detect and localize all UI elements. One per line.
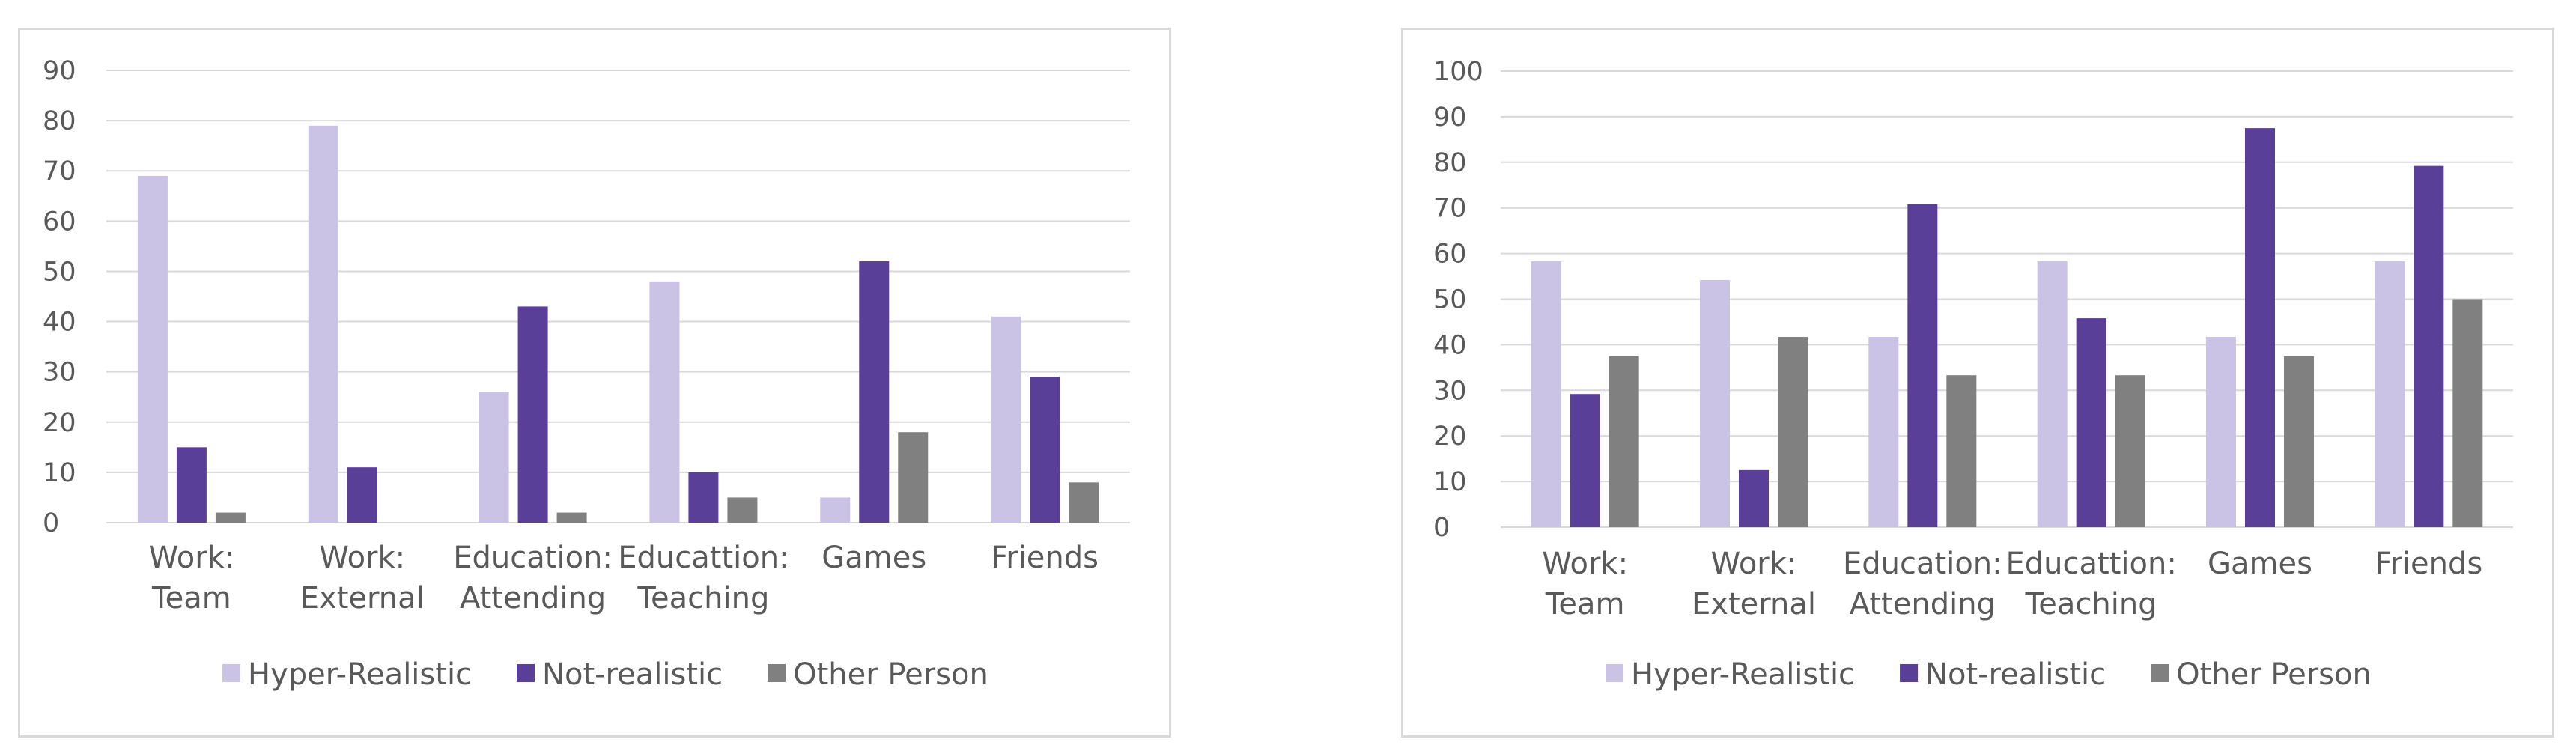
y-tick-label: 30 <box>1433 376 1467 406</box>
bar-not-realistic-4 <box>2245 128 2275 527</box>
bar-hyper-realistic-2 <box>479 392 509 523</box>
bar-hyper-realistic-0 <box>1531 261 1561 527</box>
y-tick-label: 90 <box>43 56 76 86</box>
category-label: Education: <box>453 541 613 575</box>
bar-not-realistic-2 <box>517 306 548 523</box>
y-tick-label: 40 <box>1433 330 1467 360</box>
category-label: Teaching <box>637 581 769 615</box>
y-tick-label: 50 <box>43 257 76 287</box>
bar-not-realistic-3 <box>2076 318 2106 527</box>
category-label: Attending <box>460 581 606 615</box>
bar-hyper-realistic-5 <box>991 316 1021 523</box>
chart-right: 0 10 20 30 40 50 60 70 80 90 100 Work: Team Work: Exte… <box>1433 57 2513 692</box>
bar-not-realistic-0 <box>1570 394 1600 527</box>
y-tick-label: 40 <box>43 308 76 338</box>
bar-not-realistic-2 <box>1907 204 1938 527</box>
y-tick-label: 10 <box>43 458 76 488</box>
category-label: Friends <box>2375 547 2482 581</box>
y-tick-label: 80 <box>43 106 76 136</box>
legend-label: Hyper-Realistic <box>248 657 472 692</box>
legend-label: Not-realistic <box>542 657 723 692</box>
y-tick-label: 10 <box>1433 467 1467 497</box>
legend-label: Hyper-Realistic <box>1631 657 1855 692</box>
y-tick-label: 80 <box>1433 148 1467 178</box>
category-label: Team <box>151 581 231 615</box>
y-tick-label: 60 <box>1433 240 1467 270</box>
bar-not-realistic-5 <box>2414 165 2444 527</box>
legend-swatch-0 <box>222 664 240 682</box>
legend-label: Not-realistic <box>1925 657 2106 692</box>
category-label: Work: <box>1711 547 1797 581</box>
y-tick-label: 0 <box>1433 513 1450 543</box>
bar-not-realistic-4 <box>859 261 890 523</box>
category-label: External <box>300 581 425 615</box>
bar-other-person-1 <box>1778 337 1808 527</box>
legend-swatch-1 <box>1900 664 1919 682</box>
y-tick-label: 100 <box>1433 57 1483 87</box>
y-tick-label: 20 <box>1433 422 1467 452</box>
bar-hyper-realistic-0 <box>137 175 168 523</box>
y-tick-label: 50 <box>1433 285 1467 315</box>
bar-other-person-4 <box>2284 356 2314 527</box>
bar-other-person-4 <box>898 432 929 523</box>
bar-hyper-realistic-5 <box>2375 261 2405 527</box>
bar-hyper-realistic-3 <box>649 281 680 523</box>
category-label: Work: <box>1542 547 1628 581</box>
bar-hyper-realistic-3 <box>2037 261 2068 527</box>
y-tick-label: 20 <box>43 408 76 438</box>
legend-label: Other Person <box>2176 657 2372 692</box>
y-tick-label: 90 <box>1433 103 1467 133</box>
bar-other-person-5 <box>1069 482 1099 523</box>
bar-hyper-realistic-2 <box>1868 337 1899 527</box>
category-label: Educattion: <box>2006 547 2177 581</box>
legend-swatch-0 <box>1606 664 1623 682</box>
bar-hyper-realistic-1 <box>1700 279 1730 527</box>
bar-other-person-0 <box>215 512 246 523</box>
chart-panel-right: 0 10 20 30 40 50 60 70 80 90 100 Work: Team Work: Exte… <box>1401 28 2554 738</box>
bar-other-person-2 <box>1946 375 1977 527</box>
bar-hyper-realistic-4 <box>820 497 851 523</box>
bar-other-person-3 <box>2115 375 2145 527</box>
category-label: Games <box>821 541 926 575</box>
bar-other-person-0 <box>1609 356 1639 527</box>
chart-panel-left: 0 10 20 30 40 50 60 70 80 90 Work: Team Work: Externa… <box>18 28 1171 738</box>
bar-other-person-3 <box>727 497 758 523</box>
category-label: External <box>1692 587 1816 621</box>
bar-other-person-2 <box>556 512 587 523</box>
y-tick-label: 0 <box>43 508 59 538</box>
category-label: Friends <box>991 541 1099 575</box>
category-label: Work: <box>149 541 235 575</box>
legend-swatch-2 <box>768 664 786 682</box>
legend-label: Other Person <box>793 657 988 692</box>
bar-hyper-realistic-1 <box>308 125 338 523</box>
bar-not-realistic-1 <box>347 467 377 523</box>
category-label: Work: <box>319 541 405 575</box>
category-label: Team <box>1545 587 1625 621</box>
bar-other-person-5 <box>2452 299 2483 527</box>
legend-swatch-2 <box>2151 664 2169 682</box>
y-tick-label: 70 <box>1433 194 1467 224</box>
bar-not-realistic-3 <box>688 472 719 523</box>
category-label: Attending <box>1850 587 1996 621</box>
y-tick-label: 30 <box>43 358 76 388</box>
legend-swatch-1 <box>517 664 535 682</box>
category-label: Education: <box>1843 547 2002 581</box>
category-label: Educattion: <box>618 541 789 575</box>
category-label: Teaching <box>2025 587 2157 621</box>
bar-not-realistic-5 <box>1030 377 1060 523</box>
bar-not-realistic-1 <box>1739 469 1769 527</box>
category-label: Games <box>2208 547 2312 581</box>
y-tick-label: 60 <box>43 207 76 237</box>
chart-left: 0 10 20 30 40 50 60 70 80 90 Work: Team Work: Externa… <box>43 56 1130 692</box>
bar-hyper-realistic-4 <box>2206 337 2236 527</box>
bar-not-realistic-0 <box>176 447 207 523</box>
y-tick-label: 70 <box>43 156 76 186</box>
